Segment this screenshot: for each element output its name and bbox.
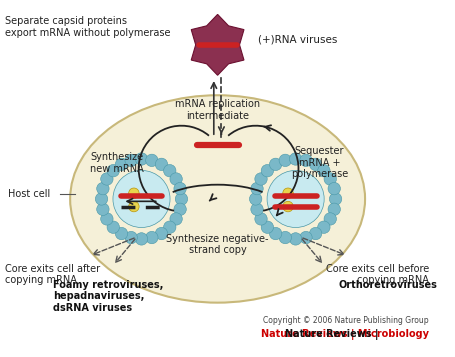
Circle shape bbox=[174, 182, 186, 195]
Circle shape bbox=[328, 203, 340, 216]
Text: Separate capsid proteins
export mRNA without polymerase: Separate capsid proteins export mRNA wit… bbox=[5, 16, 171, 38]
Polygon shape bbox=[191, 14, 244, 75]
Text: Synthesize
new mRNA: Synthesize new mRNA bbox=[90, 152, 144, 174]
Circle shape bbox=[328, 182, 340, 195]
Circle shape bbox=[269, 227, 282, 240]
Circle shape bbox=[96, 193, 108, 205]
Text: Copyright © 2006 Nature Publishing Group: Copyright © 2006 Nature Publishing Group bbox=[263, 316, 429, 325]
Text: mRNA replication
intermediate: mRNA replication intermediate bbox=[175, 99, 260, 121]
Circle shape bbox=[289, 233, 302, 245]
Text: Synthesize negative-
strand copy: Synthesize negative- strand copy bbox=[167, 234, 269, 255]
Circle shape bbox=[255, 213, 267, 225]
Circle shape bbox=[309, 158, 322, 171]
Circle shape bbox=[318, 165, 330, 177]
Circle shape bbox=[97, 203, 109, 216]
Circle shape bbox=[101, 213, 113, 225]
Circle shape bbox=[163, 165, 176, 177]
Circle shape bbox=[251, 182, 263, 195]
Circle shape bbox=[97, 182, 109, 195]
Circle shape bbox=[146, 231, 158, 244]
Circle shape bbox=[324, 213, 336, 225]
Text: Core exits cell before
copying mRNA: Core exits cell before copying mRNA bbox=[326, 264, 429, 285]
Text: Nature Reviews | Microbiology: Nature Reviews | Microbiology bbox=[261, 329, 429, 340]
Circle shape bbox=[146, 154, 158, 167]
Circle shape bbox=[249, 193, 262, 205]
Circle shape bbox=[125, 154, 137, 167]
Circle shape bbox=[107, 165, 119, 177]
Circle shape bbox=[283, 188, 293, 198]
Text: (+)RNA viruses: (+)RNA viruses bbox=[258, 34, 337, 44]
Circle shape bbox=[107, 221, 119, 233]
Circle shape bbox=[318, 221, 330, 233]
Circle shape bbox=[289, 153, 302, 165]
Circle shape bbox=[174, 203, 186, 216]
Circle shape bbox=[135, 233, 148, 245]
Circle shape bbox=[261, 165, 273, 177]
Text: Orthoretroviruses: Orthoretroviruses bbox=[339, 280, 437, 290]
Circle shape bbox=[115, 227, 128, 240]
Text: Core exits cell after
copying mRNA: Core exits cell after copying mRNA bbox=[5, 264, 101, 285]
Circle shape bbox=[170, 213, 182, 225]
Circle shape bbox=[129, 188, 139, 198]
Circle shape bbox=[255, 173, 267, 185]
Text: Nature Reviews |: Nature Reviews | bbox=[285, 329, 382, 340]
Circle shape bbox=[101, 173, 113, 185]
Circle shape bbox=[261, 221, 273, 233]
Text: Host cell: Host cell bbox=[8, 189, 51, 199]
Circle shape bbox=[300, 231, 312, 244]
Circle shape bbox=[125, 231, 137, 244]
Circle shape bbox=[115, 158, 128, 171]
Circle shape bbox=[113, 170, 170, 227]
Ellipse shape bbox=[70, 95, 365, 303]
Circle shape bbox=[267, 170, 324, 227]
Text: Foamy retroviruses,
hepadnaviruses,
dsRNA viruses: Foamy retroviruses, hepadnaviruses, dsRN… bbox=[53, 280, 163, 313]
Circle shape bbox=[129, 201, 139, 212]
Circle shape bbox=[329, 193, 342, 205]
Circle shape bbox=[279, 231, 292, 244]
Circle shape bbox=[300, 154, 312, 167]
Circle shape bbox=[155, 158, 168, 171]
Circle shape bbox=[269, 158, 282, 171]
Circle shape bbox=[163, 221, 176, 233]
Circle shape bbox=[251, 203, 263, 216]
Text: Sequester
mRNA +
polymerase: Sequester mRNA + polymerase bbox=[291, 146, 348, 180]
Circle shape bbox=[175, 193, 187, 205]
Circle shape bbox=[170, 173, 182, 185]
Circle shape bbox=[135, 153, 148, 165]
Circle shape bbox=[155, 227, 168, 240]
Circle shape bbox=[283, 201, 293, 212]
Circle shape bbox=[279, 154, 292, 167]
Circle shape bbox=[309, 227, 322, 240]
Circle shape bbox=[324, 173, 336, 185]
